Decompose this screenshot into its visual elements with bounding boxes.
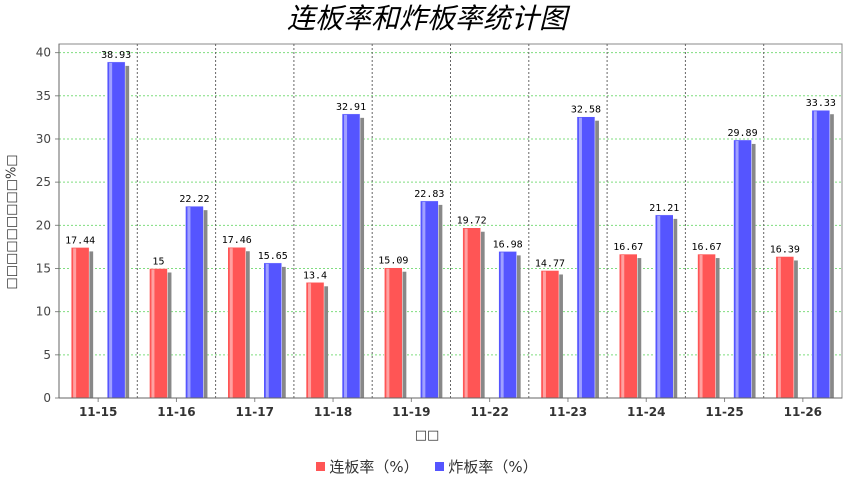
chart-title: 连板率和炸板率统计图 [286,2,567,35]
y-axis-label: □□□□□□□□□%□ [4,154,20,290]
y-tick-label: 40 [36,46,51,60]
bar-highlight [735,140,739,399]
data-label: 21.21 [649,203,679,214]
x-tick-label: 11-22 [470,405,508,419]
bar-highlight [187,207,191,398]
data-label: 19.72 [457,216,487,227]
bar-highlight [777,257,781,398]
bar-highlight [657,215,661,398]
data-label: 15.65 [258,251,288,262]
data-label: 16.67 [613,242,643,253]
legend-item-series-2[interactable]: 炸板率（%） [435,456,538,477]
data-label: 16.39 [770,244,800,255]
bar-highlight [813,111,817,398]
data-label: 22.22 [179,194,209,205]
legend-label-series-2: 炸板率（%） [448,458,538,476]
x-tick-label: 11-17 [236,405,274,419]
x-axis-label: □□ [414,428,440,443]
data-label: 17.46 [222,235,252,246]
y-tick-label: 20 [36,218,51,232]
bar-highlight [621,255,625,398]
x-tick-label: 11-16 [157,405,195,419]
bar-highlight [699,255,703,398]
y-tick-label: 30 [36,132,51,146]
legend: 连板率（%） 炸板率（%） [0,456,854,477]
data-label: 15.09 [378,256,408,267]
legend-item-series-1[interactable]: 连板率（%） [316,456,419,477]
bar-highlight [542,271,546,398]
y-tick-label: 5 [43,348,51,362]
bar-highlight [265,263,269,398]
x-tick-label: 11-24 [627,405,665,419]
bar-highlight [73,248,77,398]
bar-highlight [422,201,426,398]
bar-highlight [386,268,390,398]
legend-swatch-blue [435,462,445,471]
data-label: 22.83 [414,189,444,200]
x-tick-label: 11-19 [392,405,430,419]
x-tick-label: 11-15 [79,405,117,419]
y-tick-label: 15 [36,261,51,275]
data-label: 16.67 [691,242,721,253]
bar-highlight [344,114,348,398]
x-tick-label: 11-26 [784,405,822,419]
bar-highlight [151,269,155,398]
y-tick-label: 25 [36,175,51,189]
data-label: 14.77 [535,258,565,269]
data-label: 17.44 [65,235,95,246]
bar-highlight [109,62,113,399]
bar-highlight [464,228,468,398]
x-tick-label: 11-18 [314,405,352,419]
bar-highlight [578,117,582,398]
y-tick-label: 10 [36,305,51,319]
y-tick-label: 35 [36,89,51,103]
bar-highlight [500,252,504,398]
x-tick-label: 11-23 [549,405,587,419]
data-label: 16.98 [493,239,523,250]
bar-highlight [229,248,233,398]
data-label: 29.89 [727,128,757,139]
data-label: 33.33 [806,98,836,109]
legend-swatch-red [316,462,326,471]
data-label: 32.58 [571,105,601,116]
data-label: 38.93 [101,50,131,61]
data-label: 13.4 [303,270,327,281]
legend-label-series-1: 连板率（%） [329,458,419,476]
x-tick-label: 11-25 [705,405,743,419]
data-label: 32.91 [336,102,366,113]
bar-highlight [308,283,312,398]
data-label: 15 [152,256,164,267]
y-tick-label: 0 [43,391,51,405]
